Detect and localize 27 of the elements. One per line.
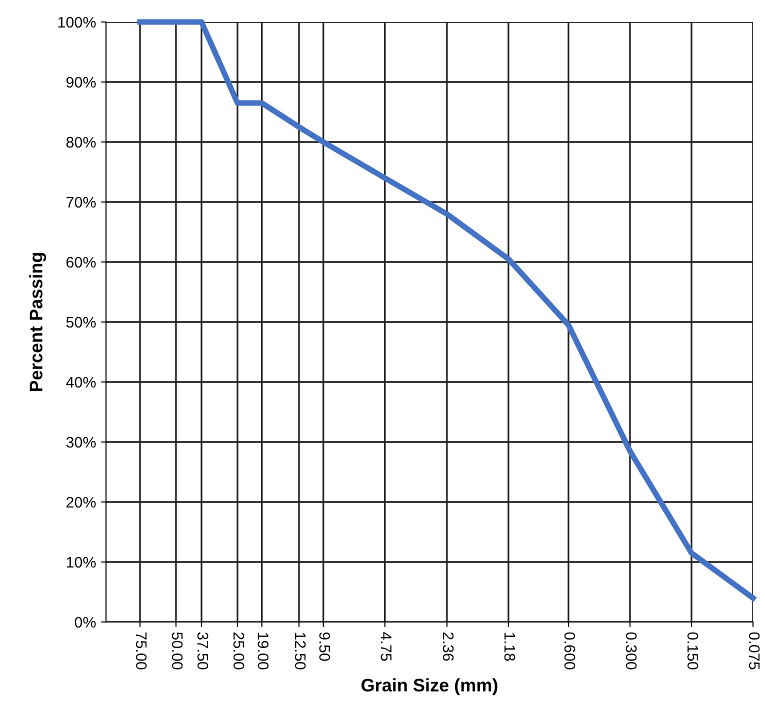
y-tick-label: 10% [66, 556, 96, 568]
x-tick-label: 9.50 [319, 632, 330, 661]
y-tick-label: 90% [66, 76, 96, 88]
y-tick-label: 100% [58, 16, 96, 28]
x-tick-label: 0.600 [564, 632, 576, 670]
x-tick-label: 25.00 [233, 632, 244, 670]
x-axis-title: Grain Size (mm) [362, 678, 498, 696]
x-tick-label: 12.50 [294, 632, 306, 670]
x-tick-label: 1.18 [504, 632, 516, 661]
y-axis-title: Percent Passing [29, 252, 46, 392]
y-tick-label: 30% [66, 436, 96, 448]
x-tick-label: 50.00 [172, 632, 183, 670]
x-tick-label: 0.300 [626, 632, 637, 670]
x-tick-label: 37.50 [197, 632, 208, 670]
y-tick-label: 0% [74, 616, 96, 628]
x-tick-label: 0.075 [748, 632, 760, 670]
x-tick-label: 0.150 [687, 632, 698, 670]
x-tick-label: 19.00 [258, 632, 269, 670]
x-tick-label: 2.36 [442, 632, 454, 661]
x-tick-label: 75.00 [136, 632, 147, 670]
x-tick-label: 4.75 [380, 632, 392, 661]
y-tick-label: 50% [66, 316, 96, 328]
y-tick-label: 60% [66, 256, 96, 268]
y-tick-label: 20% [66, 496, 96, 508]
y-tick-label: 80% [66, 136, 96, 148]
y-tick-label: 70% [66, 196, 96, 208]
y-tick-label: 40% [66, 376, 96, 388]
